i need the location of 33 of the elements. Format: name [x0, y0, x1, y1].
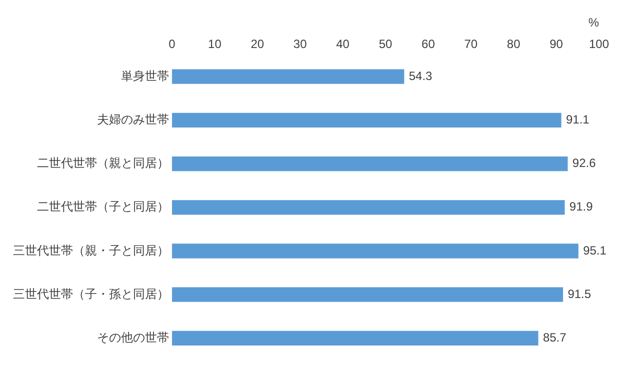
x-tick-label: 80	[506, 36, 521, 51]
bar	[172, 287, 564, 302]
x-tick-label: 60	[422, 36, 436, 51]
y-tick-label: 夫婦のみ世帯	[97, 112, 169, 127]
bar	[172, 330, 538, 346]
bar	[172, 200, 565, 215]
data-label: 91.5	[568, 286, 592, 301]
data-label: 95.1	[583, 243, 607, 258]
y-tick-label: 単身世帯	[121, 68, 169, 83]
x-tick-label: 30	[293, 36, 308, 51]
data-label: 91.9	[569, 200, 594, 214]
x-tick-label: 70	[464, 36, 478, 51]
data-label: 92.6	[572, 156, 596, 170]
data-label: 85.7	[542, 330, 567, 345]
x-tick-label: 50	[378, 36, 392, 51]
x-axis-title: %	[588, 16, 600, 30]
data-label: 54.3	[408, 68, 433, 83]
bar	[172, 112, 562, 128]
y-tick-label: 三世代世帯（子・孫と同居）	[13, 286, 169, 301]
y-tick-label: 二世代世帯（親と同居）	[37, 156, 169, 170]
x-tick-label: 20	[250, 36, 264, 51]
bar	[172, 156, 568, 172]
y-tick-label: 三世代世帯（親・子と同居）	[13, 243, 169, 258]
y-tick-label: その他の世帯	[97, 330, 169, 345]
bar	[172, 69, 404, 84]
bar	[172, 244, 578, 258]
data-label: 91.1	[566, 112, 590, 127]
x-tick-label: 100	[588, 36, 610, 51]
x-tick-label: 10	[208, 36, 222, 51]
x-tick-label: 0	[168, 36, 176, 51]
x-tick-label: 90	[550, 36, 564, 51]
y-tick-label: 二世代世帯（子と同居）	[37, 200, 169, 214]
x-tick-label: 40	[336, 36, 350, 51]
